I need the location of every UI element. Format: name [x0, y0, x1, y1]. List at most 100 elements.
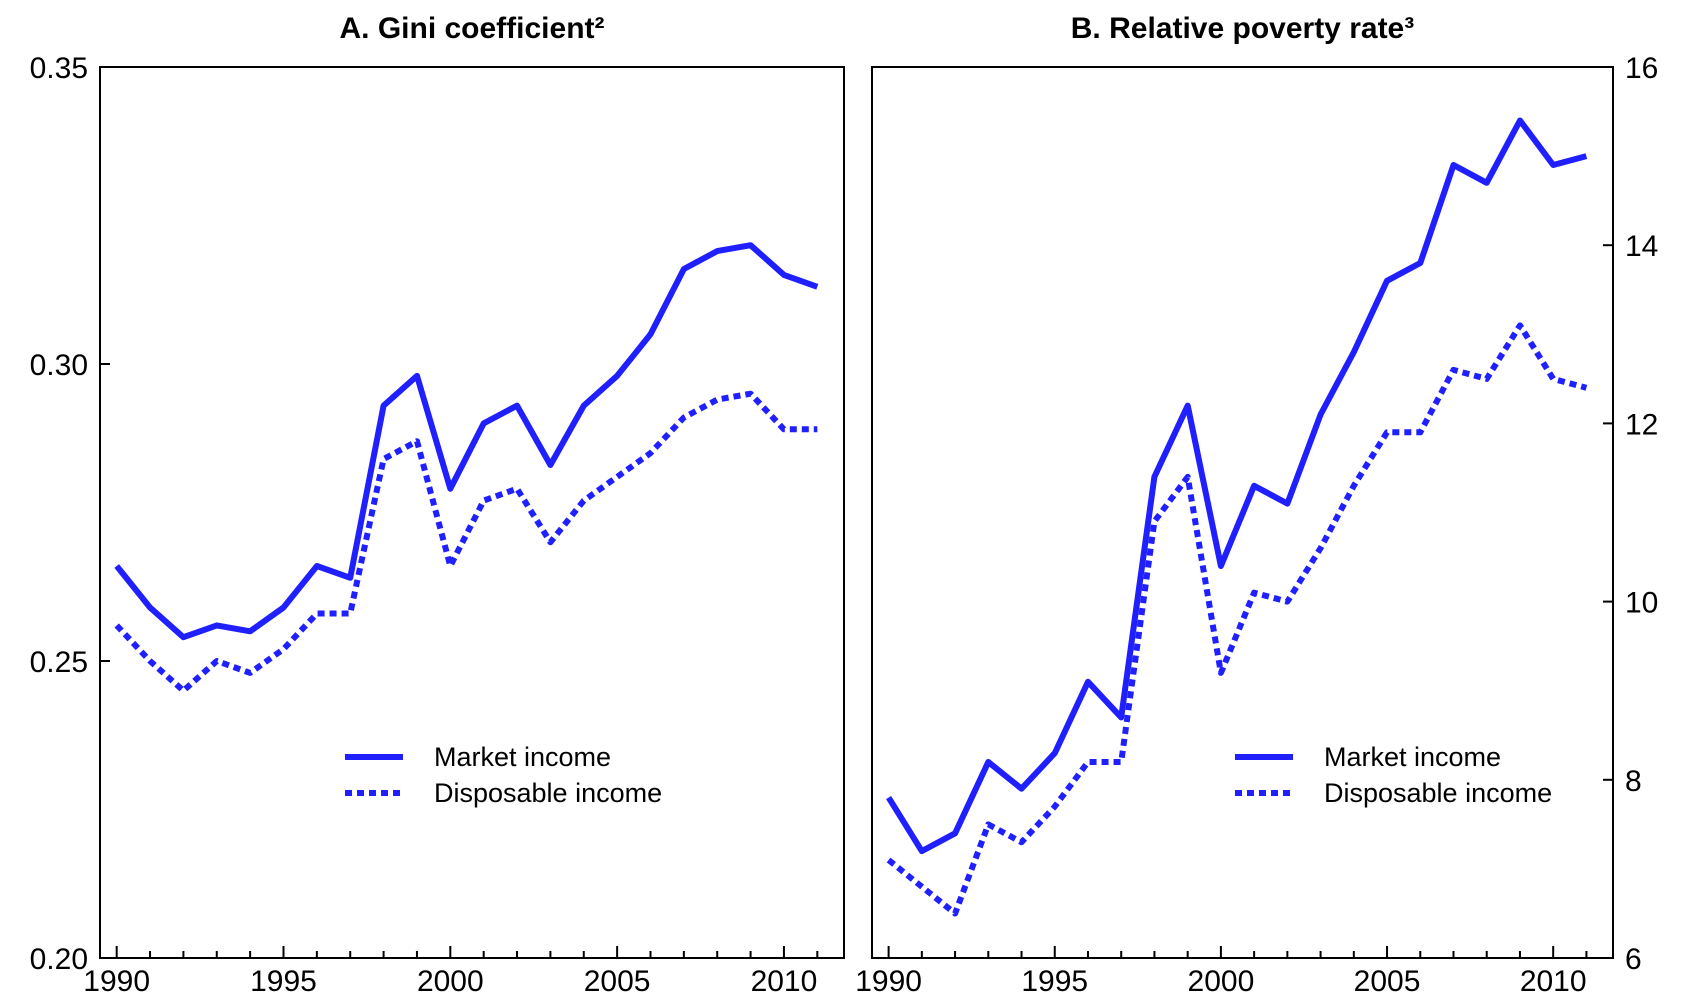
panel-a-title: A. Gini coefficient² — [339, 12, 604, 45]
panel-a-series-disposable-income-point — [349, 612, 352, 615]
panel-a-xtick-label: 2010 — [751, 965, 818, 997]
panel-b-series-disposable-income-point — [987, 823, 990, 826]
panel-b-series-disposable-income-point — [920, 885, 923, 888]
panel-b-series-disposable-income-point — [1020, 841, 1023, 844]
panel-a-series-market-income-point — [415, 374, 418, 377]
panel-a-series-market-income-point — [649, 333, 652, 336]
panel-a-series-disposable-income-point — [749, 392, 752, 395]
panel-b-series-disposable-income-line — [886, 322, 1588, 917]
panel-a-series-disposable-income-point — [115, 624, 118, 627]
panel-a-xtick-label: 2005 — [584, 965, 651, 997]
panel-b-legend-label-market-income: Market income — [1324, 742, 1501, 772]
panel-b-series-market-income-point — [1253, 484, 1256, 487]
panel-a-series-disposable-income-point — [649, 452, 652, 455]
panel-b-series-market-income-point — [1186, 404, 1189, 407]
panel-a-series-disposable-income-point — [549, 541, 552, 544]
panel-a-series-disposable-income-point — [616, 475, 619, 478]
panel-a-ytick-label: 0.35 — [30, 52, 88, 85]
panel-b-series-market-income-point — [1020, 787, 1023, 790]
panel-b-series-disposable-income-point — [1419, 431, 1422, 434]
panel-a-series-market-income-point — [182, 636, 185, 639]
panel-a-series-market-income-point — [149, 606, 152, 609]
panel-b-series-disposable-income-point — [1286, 600, 1289, 603]
panel-a-series-disposable-income-point — [449, 564, 452, 567]
panel-a-series-disposable-income-point — [282, 648, 285, 651]
panel-b-series-disposable-income-point — [887, 858, 890, 861]
panel-a-series-market-income-point — [816, 285, 819, 288]
panel-a-series-disposable-income-point — [415, 440, 418, 443]
panel-b-series-market-income-point — [1518, 119, 1521, 122]
panel-a-series-market-income-point — [716, 250, 719, 253]
panel-b-series-market-income-point — [1352, 351, 1355, 354]
panel-b-series-market-income-point — [1419, 262, 1422, 265]
panel-b-series-market-income-point — [1286, 502, 1289, 505]
panel-a-series-disposable-income-point — [816, 428, 819, 431]
panel-a-series-disposable-income-point — [182, 689, 185, 692]
panel-a-series-disposable-income-point — [149, 660, 152, 663]
panel-b-series-market-income-point — [1219, 564, 1222, 567]
panel-b-series-market-income-point — [1485, 181, 1488, 184]
panel-b-series-disposable-income-point — [1253, 591, 1256, 594]
panel-a-series-market-income-point — [349, 576, 352, 579]
panel-b-series-disposable-income-point — [1485, 377, 1488, 380]
panel-a-series-disposable-income-point — [516, 487, 519, 490]
panel-b-series-disposable-income-point — [1518, 324, 1521, 327]
panel-a-series-market-income-point — [616, 374, 619, 377]
panel-b-xtick-label: 2005 — [1354, 965, 1421, 997]
panel-b-series-market-income-point — [1086, 680, 1089, 683]
panel-a-series-disposable-income-point — [716, 398, 719, 401]
panel-a-series-market-income-point — [282, 606, 285, 609]
panel-b-xtick-label: 1995 — [1021, 965, 1088, 997]
panel-b-series-market-income-point — [1585, 155, 1588, 158]
panel-b-series-market-income-point — [887, 796, 890, 799]
panel-a-plot-frame — [99, 66, 845, 959]
panel-a-series-market-income-line — [114, 242, 819, 641]
panel-b-series-market-income-point — [1452, 164, 1455, 167]
panel-a-series-market-income-point — [682, 267, 685, 270]
panel-b-series-market-income-point — [1319, 413, 1322, 416]
panel-b-series-disposable-income-point — [1053, 805, 1056, 808]
panel-b-series-market-income-point — [920, 850, 923, 853]
panel-a-series-market-income-point — [215, 624, 218, 627]
panel-b-series-disposable-income-point — [1186, 475, 1189, 478]
panel-b-series-disposable-income-point — [1319, 547, 1322, 550]
panel-b-series-market-income-point — [1120, 716, 1123, 719]
panel-a-ytick-label: 0.30 — [30, 349, 88, 382]
panel-b-ytick-label: 16 — [1625, 52, 1658, 85]
panel-b-series-disposable-income-point — [1153, 520, 1156, 523]
panel-a-legend-label-disposable-income: Disposable income — [434, 778, 662, 808]
panel-a-xtick-label: 1995 — [250, 965, 317, 997]
panel-a-series-market-income-point — [549, 463, 552, 466]
panel-a-xtick-label: 1990 — [83, 965, 150, 997]
panel-b-xtick-label: 1990 — [855, 965, 922, 997]
panel-a-series-disposable-income-point — [382, 458, 385, 461]
panel-a-ytick-label: 0.25 — [30, 646, 88, 679]
panel-b-xtick-label: 2010 — [1520, 965, 1587, 997]
panel-b-legend-label-disposable-income: Disposable income — [1324, 778, 1552, 808]
panel-a-series-market-income-point — [749, 244, 752, 247]
panel-a-series-disposable-income-point — [482, 499, 485, 502]
panel-a-ytick-label: 0.20 — [30, 943, 88, 976]
panel-b-series-disposable-income-point — [1120, 760, 1123, 763]
panel-b-title: B. Relative poverty rate³ — [1071, 12, 1414, 45]
panel-a-series-market-income-point — [249, 630, 252, 633]
panel-a-series-disposable-income-point — [782, 428, 785, 431]
panel-b-series-disposable-income-point — [1086, 760, 1089, 763]
panel-a-series-disposable-income-point — [582, 499, 585, 502]
panel-b-ytick-label: 12 — [1625, 408, 1658, 441]
panel-a-series-market-income-point — [315, 564, 318, 567]
panel-a-legend-label-market-income: Market income — [434, 742, 611, 772]
panel-b-series-disposable-income-point — [1585, 386, 1588, 389]
panel-a-series-market-income-point — [782, 273, 785, 276]
panel-b-series-disposable-income-point — [954, 912, 957, 915]
panel-b-series-disposable-income-point — [1386, 431, 1389, 434]
panel-a-series-market-income-point — [115, 564, 118, 567]
panel-a-series-disposable-income-point — [215, 660, 218, 663]
panel-b-ytick-label: 10 — [1625, 587, 1658, 620]
panel-b-xtick-label: 2000 — [1188, 965, 1255, 997]
panel-b-ytick-label: 8 — [1625, 765, 1642, 798]
panel-b-series-disposable-income-point — [1552, 377, 1555, 380]
panel-b-series-disposable-income-point — [1219, 671, 1222, 674]
